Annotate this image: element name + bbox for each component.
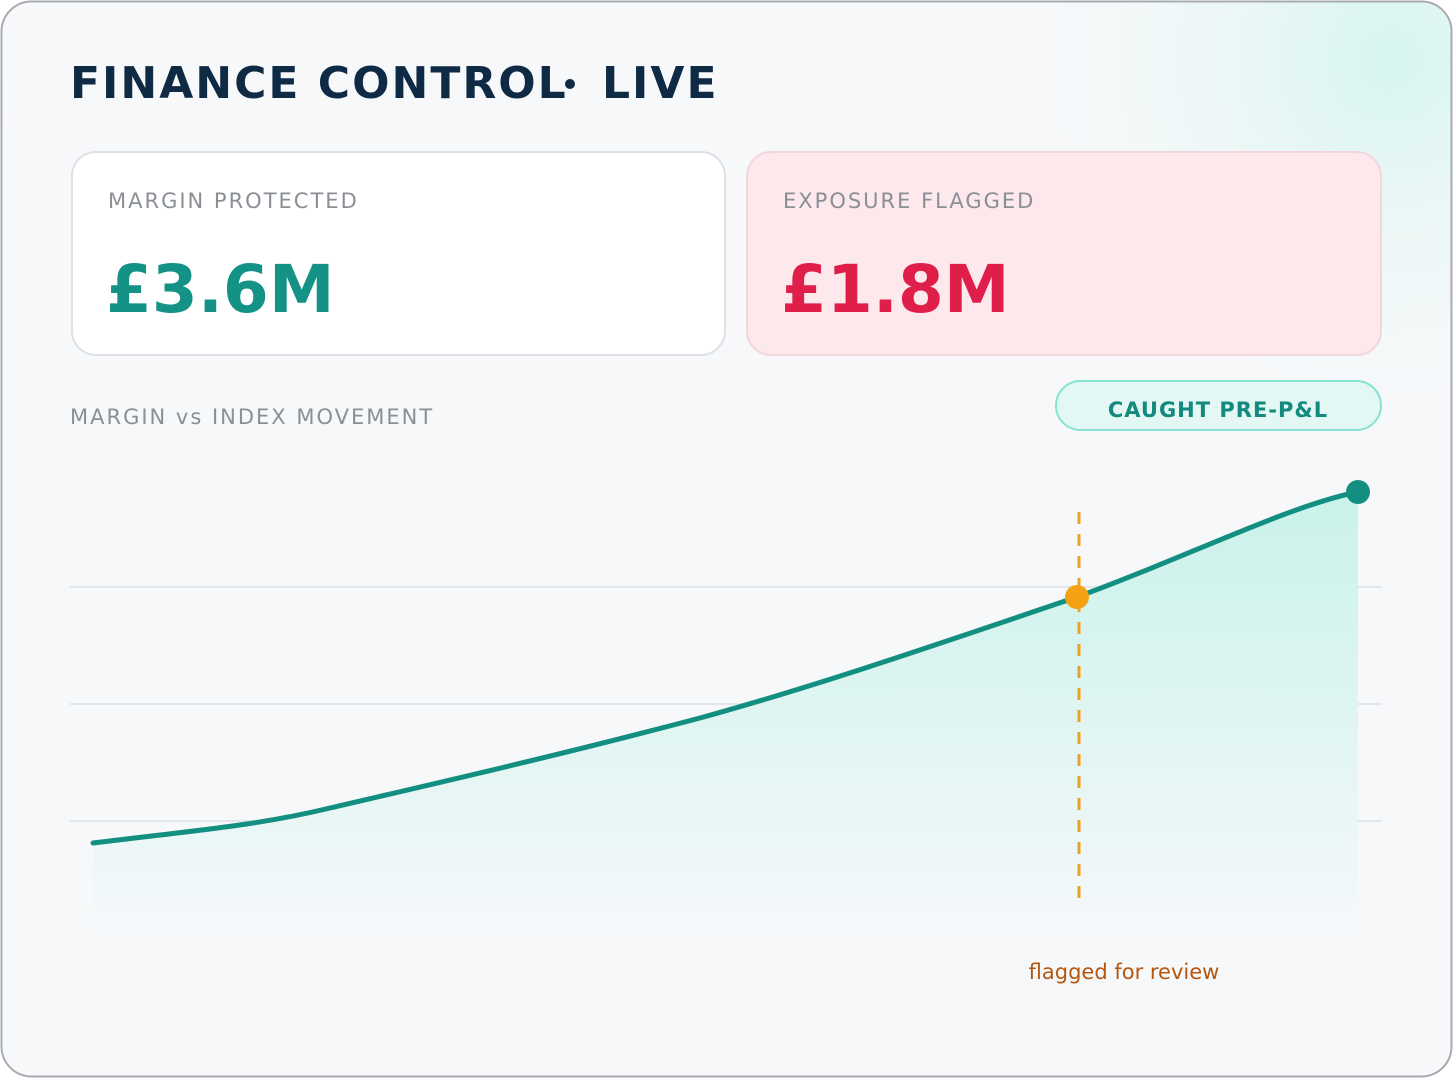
header-status: LIVE bbox=[602, 58, 719, 109]
kpi-label: MARGIN PROTECTED bbox=[108, 189, 359, 213]
kpi-label: EXPOSURE FLAGGED bbox=[783, 189, 1035, 213]
header-title: FINANCE CONTROL bbox=[70, 58, 568, 109]
annotation: flagged for review bbox=[1029, 960, 1220, 984]
kpi-card bbox=[746, 151, 1382, 356]
separator-dot bbox=[565, 79, 575, 89]
kpi-card bbox=[71, 151, 726, 356]
flag-point bbox=[1065, 585, 1089, 609]
kpi-value: £3.6M bbox=[106, 251, 335, 328]
end-point bbox=[1346, 480, 1370, 504]
trend-line bbox=[90, 489, 1361, 846]
badge bbox=[1055, 380, 1382, 431]
kpi-value: £1.8M bbox=[781, 251, 1010, 328]
badge-label: CAUGHT PRE-P&L bbox=[1108, 398, 1328, 422]
chart-title: MARGIN vs INDEX MOVEMENT bbox=[70, 405, 434, 429]
